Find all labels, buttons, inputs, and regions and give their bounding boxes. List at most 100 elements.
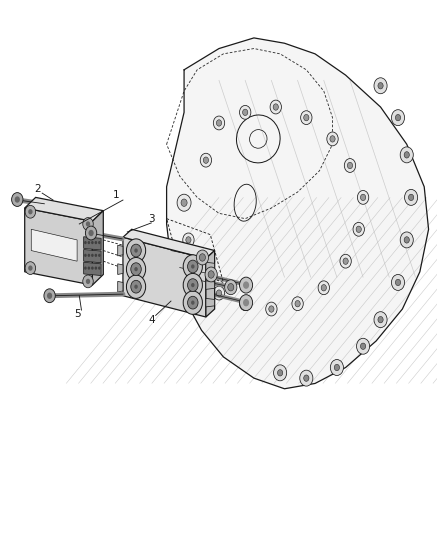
- Circle shape: [240, 295, 253, 311]
- Polygon shape: [92, 211, 103, 285]
- Circle shape: [378, 83, 383, 89]
- Circle shape: [91, 254, 94, 257]
- Circle shape: [357, 190, 369, 204]
- Polygon shape: [25, 197, 103, 221]
- Circle shape: [304, 115, 309, 121]
- Circle shape: [183, 255, 202, 278]
- Circle shape: [396, 115, 401, 121]
- Circle shape: [98, 266, 101, 270]
- Circle shape: [199, 269, 204, 275]
- Circle shape: [200, 154, 212, 167]
- Polygon shape: [123, 229, 215, 259]
- Polygon shape: [25, 208, 92, 285]
- Circle shape: [91, 241, 94, 244]
- Circle shape: [292, 297, 303, 311]
- Circle shape: [98, 241, 101, 244]
- Circle shape: [25, 262, 35, 274]
- Circle shape: [127, 275, 146, 298]
- Circle shape: [360, 194, 366, 200]
- Polygon shape: [123, 237, 206, 317]
- Circle shape: [334, 365, 339, 370]
- Circle shape: [404, 152, 410, 158]
- Circle shape: [186, 237, 191, 243]
- Circle shape: [273, 104, 279, 110]
- Circle shape: [95, 241, 97, 244]
- Circle shape: [274, 365, 287, 381]
- Circle shape: [208, 271, 214, 278]
- Circle shape: [181, 199, 187, 206]
- Circle shape: [356, 226, 361, 232]
- Circle shape: [28, 265, 32, 271]
- Circle shape: [321, 285, 326, 291]
- Text: 1: 1: [113, 190, 120, 200]
- Circle shape: [240, 277, 253, 293]
- Circle shape: [88, 230, 94, 236]
- Circle shape: [84, 266, 87, 270]
- Circle shape: [357, 338, 370, 354]
- Circle shape: [304, 375, 309, 381]
- Circle shape: [191, 283, 194, 287]
- Circle shape: [183, 273, 202, 297]
- Polygon shape: [84, 249, 101, 263]
- Polygon shape: [206, 298, 215, 307]
- Circle shape: [84, 241, 87, 244]
- Circle shape: [131, 244, 141, 257]
- Polygon shape: [206, 281, 215, 289]
- Circle shape: [28, 209, 32, 214]
- Circle shape: [243, 301, 248, 307]
- Circle shape: [225, 280, 237, 295]
- Polygon shape: [84, 262, 101, 276]
- Circle shape: [374, 78, 387, 94]
- Circle shape: [25, 205, 35, 218]
- Circle shape: [300, 111, 312, 125]
- Circle shape: [396, 279, 401, 286]
- Circle shape: [44, 289, 55, 303]
- Polygon shape: [31, 229, 77, 261]
- Polygon shape: [84, 237, 101, 250]
- Circle shape: [127, 257, 146, 281]
- Circle shape: [269, 306, 274, 312]
- Circle shape: [353, 222, 364, 236]
- Circle shape: [318, 281, 329, 295]
- Circle shape: [216, 120, 222, 126]
- Circle shape: [83, 217, 93, 230]
- Circle shape: [134, 285, 138, 289]
- Circle shape: [191, 301, 194, 305]
- Circle shape: [213, 116, 225, 130]
- Circle shape: [187, 279, 198, 292]
- Circle shape: [400, 147, 413, 163]
- Circle shape: [88, 254, 90, 257]
- Circle shape: [400, 232, 413, 248]
- Circle shape: [405, 189, 418, 205]
- Circle shape: [228, 284, 234, 291]
- Circle shape: [340, 254, 351, 268]
- Circle shape: [240, 297, 251, 311]
- Circle shape: [131, 280, 141, 293]
- Circle shape: [98, 254, 101, 257]
- Circle shape: [240, 106, 251, 119]
- Text: 4: 4: [148, 314, 155, 325]
- Circle shape: [14, 196, 20, 203]
- Polygon shape: [118, 281, 123, 292]
- Circle shape: [196, 250, 208, 265]
- Circle shape: [187, 260, 198, 273]
- Circle shape: [409, 194, 414, 200]
- Polygon shape: [206, 262, 215, 271]
- Circle shape: [392, 110, 405, 126]
- Circle shape: [183, 291, 202, 314]
- Circle shape: [270, 100, 282, 114]
- Polygon shape: [118, 245, 123, 256]
- Circle shape: [183, 233, 194, 247]
- Circle shape: [134, 248, 138, 253]
- Circle shape: [203, 157, 208, 164]
- Circle shape: [95, 266, 97, 270]
- Circle shape: [266, 302, 277, 316]
- Circle shape: [344, 159, 356, 172]
- Circle shape: [177, 194, 191, 211]
- Circle shape: [131, 263, 141, 276]
- Text: 3: 3: [148, 214, 155, 224]
- Circle shape: [378, 317, 383, 323]
- Circle shape: [243, 109, 248, 116]
- Polygon shape: [118, 264, 123, 274]
- Circle shape: [84, 254, 87, 257]
